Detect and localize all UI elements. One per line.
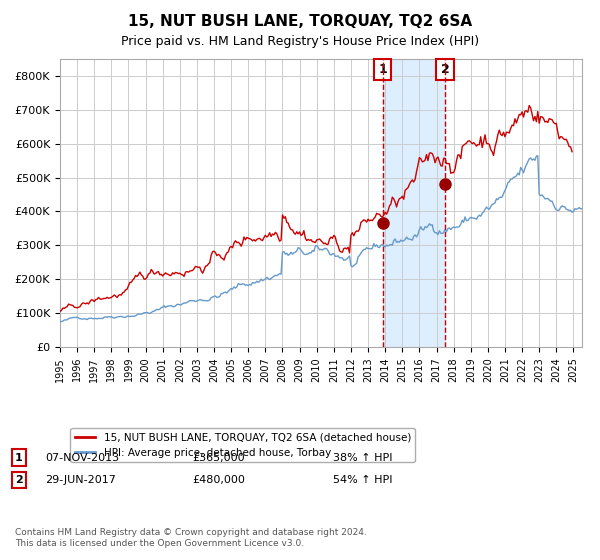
Text: £365,000: £365,000 [192, 452, 245, 463]
Text: £480,000: £480,000 [192, 475, 245, 485]
Text: Price paid vs. HM Land Registry's House Price Index (HPI): Price paid vs. HM Land Registry's House … [121, 35, 479, 48]
Text: 2: 2 [440, 63, 449, 76]
Bar [383, 59, 445, 347]
Text: 1: 1 [378, 63, 387, 76]
Legend: 15, NUT BUSH LANE, TORQUAY, TQ2 6SA (detached house), HPI: Average price, detach: 15, NUT BUSH LANE, TORQUAY, TQ2 6SA (det… [70, 428, 415, 461]
Text: 29-JUN-2017: 29-JUN-2017 [45, 475, 116, 485]
Text: 15, NUT BUSH LANE, TORQUAY, TQ2 6SA: 15, NUT BUSH LANE, TORQUAY, TQ2 6SA [128, 14, 472, 29]
Text: 54% ↑ HPI: 54% ↑ HPI [333, 475, 392, 485]
Text: 38% ↑ HPI: 38% ↑ HPI [333, 452, 392, 463]
Text: 07-NOV-2013: 07-NOV-2013 [45, 452, 119, 463]
Text: 1: 1 [15, 452, 23, 463]
Text: Contains HM Land Registry data © Crown copyright and database right 2024.
This d: Contains HM Land Registry data © Crown c… [15, 528, 367, 548]
Text: 2: 2 [15, 475, 23, 485]
